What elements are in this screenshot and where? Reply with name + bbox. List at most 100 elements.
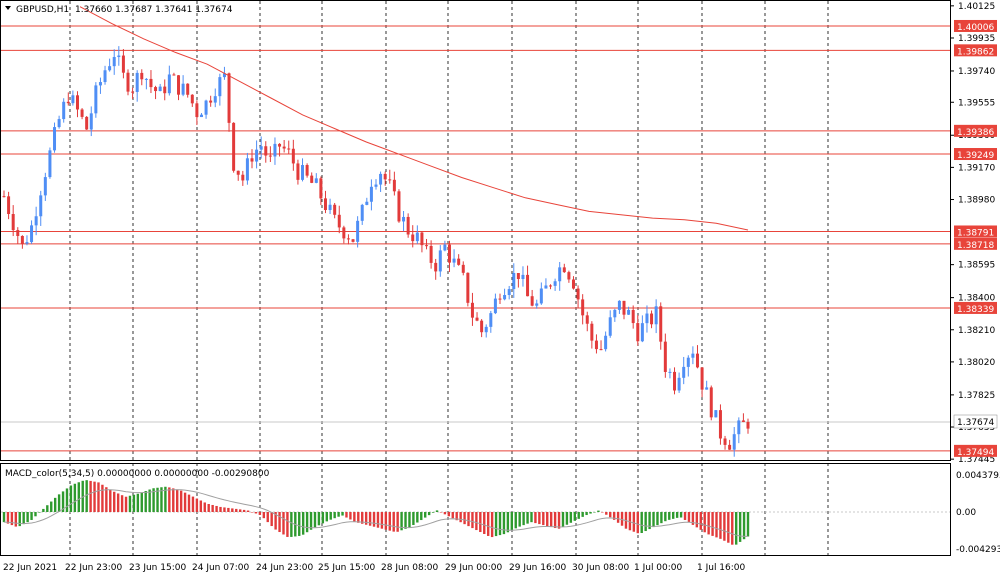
candle-body bbox=[20, 236, 24, 244]
macd-bar bbox=[538, 512, 541, 525]
macd-bar bbox=[435, 510, 439, 512]
horizontal-levels[interactable] bbox=[1, 25, 950, 452]
candle-body bbox=[53, 127, 57, 151]
candle-body bbox=[397, 191, 401, 222]
level-tag-bg bbox=[954, 148, 997, 161]
macd-bar bbox=[463, 512, 466, 525]
price-pane[interactable] bbox=[0, 0, 951, 461]
candle-body bbox=[475, 317, 479, 321]
candle-body bbox=[388, 179, 392, 181]
price-label: 1.38210 bbox=[958, 326, 995, 336]
macd-bar bbox=[246, 510, 250, 512]
candle-body bbox=[356, 220, 360, 242]
candle-body bbox=[746, 421, 750, 429]
macd-bar bbox=[223, 507, 226, 512]
macd-pane[interactable] bbox=[0, 463, 951, 556]
candle-body bbox=[526, 274, 530, 297]
candle-body bbox=[149, 78, 153, 88]
macd-bar bbox=[589, 512, 592, 514]
level-tag-label: 1.38339 bbox=[957, 305, 994, 315]
macd-bar bbox=[227, 507, 230, 512]
candle-body bbox=[503, 295, 507, 300]
macd-bar bbox=[711, 512, 714, 536]
macd-bar bbox=[640, 512, 643, 534]
symbol-label: GBPUSD,H1 bbox=[16, 5, 69, 15]
candle-body bbox=[489, 313, 493, 327]
macd-bar bbox=[734, 512, 738, 545]
macd-bar bbox=[183, 492, 187, 512]
candle-body bbox=[700, 367, 704, 390]
macd-bar bbox=[18, 512, 21, 527]
time-label: 22 Jun 2021 bbox=[3, 563, 57, 573]
candle-body bbox=[585, 315, 589, 324]
macd-bar bbox=[691, 512, 695, 525]
macd-bar bbox=[132, 494, 136, 512]
candle-body bbox=[571, 279, 575, 289]
macd-bar bbox=[628, 512, 632, 531]
candle-body bbox=[186, 83, 190, 95]
macd-bar bbox=[231, 508, 234, 512]
candle-body bbox=[346, 238, 350, 240]
macd-bar bbox=[266, 512, 269, 523]
macd-axis-min: -0.004293 bbox=[956, 545, 1000, 555]
candle-body bbox=[512, 273, 516, 290]
candle-body bbox=[16, 230, 20, 237]
price-label: 1.37825 bbox=[958, 391, 995, 401]
candle-body bbox=[425, 245, 429, 247]
macd-bar bbox=[376, 512, 380, 528]
time-label: 24 Jun 23:00 bbox=[256, 563, 313, 573]
candle-body bbox=[535, 303, 539, 306]
macd-bar bbox=[160, 487, 163, 512]
dropdown-triangle-icon[interactable] bbox=[5, 6, 11, 10]
candle-body bbox=[411, 234, 415, 242]
candle-body bbox=[80, 109, 84, 117]
macd-bar bbox=[77, 482, 80, 512]
candle-body bbox=[466, 272, 470, 303]
time-label: 24 Jun 07:00 bbox=[192, 563, 249, 573]
macd-bar bbox=[341, 512, 344, 516]
macd-axis-max: 0.0043793 bbox=[956, 471, 1000, 481]
macd-bar bbox=[573, 512, 576, 521]
candle-body bbox=[131, 91, 135, 93]
candles bbox=[2, 46, 750, 457]
candle-body bbox=[135, 72, 139, 92]
macd-bar bbox=[683, 512, 687, 520]
chart-header[interactable]: GBPUSD,H1 1.37660 1.37687 1.37641 1.3767… bbox=[5, 5, 233, 15]
candle-body bbox=[645, 313, 649, 324]
macd-bar bbox=[262, 512, 266, 519]
candle-body bbox=[434, 262, 438, 272]
candle-body bbox=[379, 173, 383, 185]
candle-body bbox=[741, 420, 745, 422]
candle-body bbox=[310, 175, 314, 183]
macd-bar bbox=[258, 512, 262, 515]
macd-bar bbox=[97, 482, 100, 512]
macd-bar bbox=[203, 502, 206, 512]
candle-body bbox=[121, 55, 125, 73]
candle-body bbox=[604, 335, 608, 350]
macd-bar bbox=[207, 503, 210, 512]
candle-body bbox=[530, 296, 534, 306]
candle-body bbox=[167, 74, 171, 94]
candle-body bbox=[493, 298, 497, 314]
level-tags: 1.40006 1.39862 1.39386 1.39249 1.38791 1.387… bbox=[954, 19, 997, 458]
macd-bar bbox=[191, 496, 195, 512]
candle-body bbox=[429, 245, 433, 263]
macd-bar bbox=[317, 512, 321, 526]
level-tag-label: 1.39862 bbox=[957, 47, 994, 57]
macd-bar bbox=[22, 512, 25, 525]
macd-bar bbox=[424, 512, 427, 518]
candle-body bbox=[163, 86, 167, 94]
time-axis: 22 Jun 2021 22 Jun 23:00 23 Jun 15:00 24 Ju… bbox=[3, 563, 746, 573]
candle-body bbox=[2, 196, 6, 198]
macd-bar bbox=[612, 512, 616, 520]
macd-bar bbox=[384, 512, 388, 530]
macd-bar bbox=[333, 512, 336, 519]
macd-bar bbox=[69, 485, 73, 512]
macd-bar bbox=[329, 512, 332, 520]
candle-body bbox=[236, 170, 240, 175]
macd-bar bbox=[581, 512, 584, 517]
macd-bar bbox=[486, 512, 490, 536]
candle-body bbox=[576, 288, 580, 300]
